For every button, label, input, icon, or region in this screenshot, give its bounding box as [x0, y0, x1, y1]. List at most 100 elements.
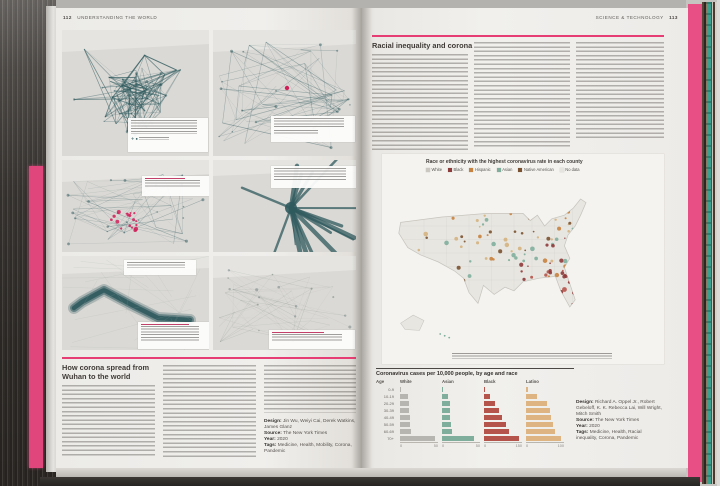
chart-bar-cell: [526, 386, 564, 393]
panel-travel-corridor: [62, 256, 209, 350]
left-running-head-text: UNDERSTANDING THE WORLD: [77, 15, 158, 20]
right-article-column-1: Racial inequality and corona: [372, 41, 472, 150]
panel-caption: [271, 116, 355, 142]
legend-item-asian: Asian: [496, 167, 512, 172]
bar-asian-0-9: [442, 387, 443, 392]
chart-bar-cell: [526, 428, 564, 435]
legend-item-no-data: No data: [559, 167, 580, 172]
chart-bar-cell: [484, 407, 522, 414]
chart-bar-cell: [484, 435, 522, 442]
bar-latino-60-69: [526, 429, 555, 434]
bar-black-50-59: [484, 422, 506, 427]
bar-latino-30-39: [526, 408, 550, 413]
legend-item-hispanic: Hispanic: [469, 167, 491, 172]
panel-caption: [142, 176, 209, 196]
chart-series-header-black: Black: [484, 379, 496, 384]
panel-caption: [124, 260, 196, 275]
chart-bar-cell: [442, 421, 480, 428]
chart-bar-cell: [484, 393, 522, 400]
bar-black-0-9: [484, 387, 486, 392]
page-curl-left: [46, 6, 58, 472]
chart-grid: Age White Asian Black Latino 0-9 10-19 20-29 30-…: [376, 379, 574, 450]
bar-white-60-69: [400, 429, 412, 434]
chart-age-label: 70+: [387, 436, 394, 441]
left-running-head: 112 UNDERSTANDING THE WORLD: [63, 15, 157, 20]
age-race-chart: Coronavirus cases per 10,000 people, by …: [376, 368, 574, 450]
chart-bar-cell: [442, 435, 480, 442]
chart-age-label: 40-49: [383, 415, 394, 420]
chart-bar-cell: [484, 386, 522, 393]
panel-caption: [269, 330, 355, 349]
network-graphic-red-cluster: [62, 160, 209, 246]
credit-tags: Tags: Medicine, Health, Mobility, Corona…: [264, 443, 352, 454]
left-article-column-1: How corona spread from Wuhan to the worl…: [62, 363, 155, 458]
pink-cover-edge-right: [688, 4, 702, 482]
left-article-title: How corona spread from Wuhan to the worl…: [62, 363, 150, 381]
chart-bar-cell: [442, 407, 480, 414]
bar-asian-50-59: [442, 422, 452, 427]
legend-color-chip: [426, 167, 430, 172]
chart-age-label: 20-29: [383, 401, 394, 406]
body-text-greeked: [62, 385, 155, 458]
bar-asian-40-49: [442, 415, 451, 420]
legend-color-chip: [496, 167, 501, 172]
panel-outbreak-spread-map: [62, 160, 209, 252]
chart-bar-cell: [400, 414, 438, 421]
chart-bar-cell: [400, 435, 438, 442]
bar-latino-50-59: [526, 422, 553, 427]
network-graphic-dense: [62, 30, 209, 137]
chart-axis-asian: 0 50: [442, 442, 480, 448]
panel-flight-hub-routes: [213, 160, 356, 252]
bar-asian-30-39: [442, 408, 451, 413]
chart-bar-cell: [400, 428, 438, 435]
panel-caption: [138, 322, 209, 349]
chart-bar-cell: [526, 407, 564, 414]
right-credits-block: Design: Richard A. Oppel Jr., Robert Geb…: [576, 400, 662, 442]
right-page-number: 113: [669, 15, 678, 20]
chart-bar-cell: [526, 400, 564, 407]
chart-bar-cell: [400, 400, 438, 407]
bar-white-30-39: [400, 408, 410, 413]
us-county-map: [398, 198, 587, 339]
left-article-rule: [62, 357, 356, 360]
chart-bar-cell: [400, 386, 438, 393]
chart-axis-latino: 0 100: [526, 442, 564, 448]
right-article-column-2: [474, 42, 570, 148]
legend-item-black: Black: [447, 167, 463, 172]
chart-age-label: 30-39: [383, 408, 394, 413]
pink-cover-edge-left: [29, 166, 43, 468]
right-article-rule: [372, 35, 664, 38]
chart-bar-cell: [400, 407, 438, 414]
bar-asian-20-29: [442, 401, 450, 406]
chart-bar-cell: [484, 421, 522, 428]
fore-edge-stripes: [702, 2, 717, 484]
panel-caption: ✈ ●: [128, 118, 208, 152]
chart-bar-cell: [526, 414, 564, 421]
legend-color-chip: [559, 167, 564, 172]
right-page: SCIENCE & TECHNOLOGY 113 Racial inequali…: [362, 8, 688, 468]
chart-series-header-latino: Latino: [526, 379, 539, 384]
bar-black-40-49: [484, 415, 503, 420]
bar-white-20-29: [400, 401, 410, 406]
credit-source: Source: The New York Times: [264, 431, 328, 436]
chart-bar-cell: [526, 435, 564, 442]
bar-latino-10-19: [526, 394, 538, 399]
panel-caption: [271, 166, 356, 188]
bar-white-0-9: [400, 387, 401, 392]
map-footnote-greeked: [452, 353, 612, 359]
chart-bar-cell: [442, 400, 480, 407]
chart-series-header-white: White: [400, 379, 412, 384]
bar-black-60-69: [484, 429, 510, 434]
chart-axis-black: 0 150: [484, 442, 522, 448]
fore-edge-teal-dots: [706, 2, 711, 484]
credit-design: Design: Richard A. Oppel Jr., Robert Geb…: [576, 400, 662, 417]
us-map-card: Race or ethnicity with the highest coron…: [382, 154, 664, 364]
credit-tags: Tags: Medicine, Health, Racial inequalit…: [576, 430, 642, 441]
legend-color-chip: [469, 167, 474, 172]
bar-asian-10-19: [442, 394, 449, 399]
background-top: [56, 0, 686, 8]
panel-global-routes-faint: [213, 256, 356, 350]
bar-latino-40-49: [526, 415, 552, 420]
bar-white-10-19: [400, 394, 408, 399]
